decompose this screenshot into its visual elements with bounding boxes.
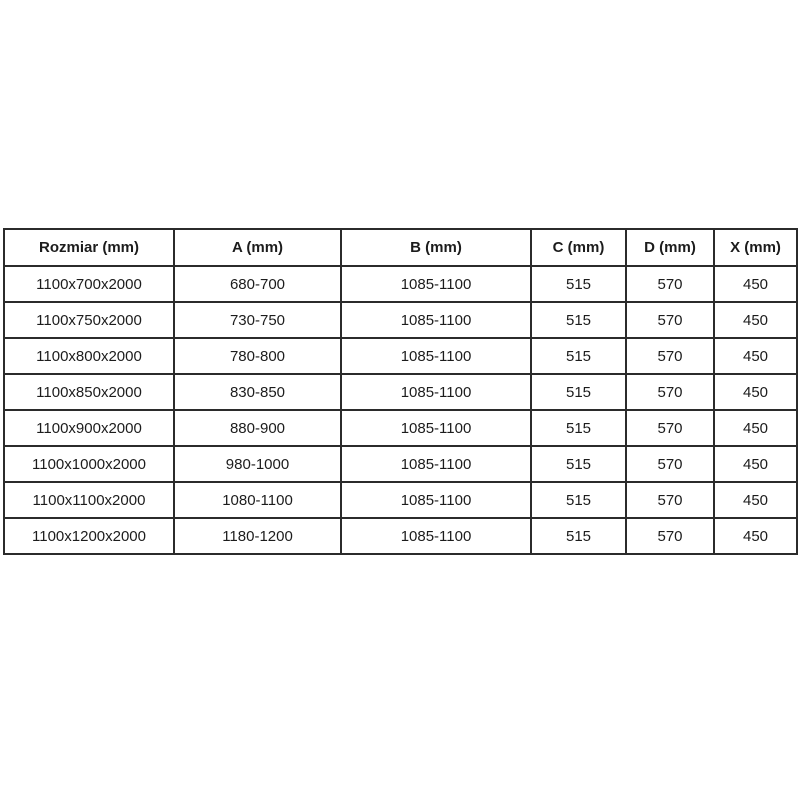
table-row: 1100x700x2000 680-700 1085-1100 515 570 … [3,265,798,303]
table-cell: 570 [625,517,715,555]
table-cell: 1100x1100x2000 [3,481,175,519]
table-row: 1100x850x2000 830-850 1085-1100 515 570 … [3,373,798,411]
table-cell: 450 [713,373,798,411]
table-cell: 1085-1100 [340,301,532,339]
table-cell: 570 [625,373,715,411]
column-header-x: X (mm) [713,228,798,267]
table-cell: 450 [713,301,798,339]
table-cell: 1100x800x2000 [3,337,175,375]
column-header-b: B (mm) [340,228,532,267]
table-cell: 570 [625,481,715,519]
table-cell: 730-750 [173,301,342,339]
table-cell: 450 [713,517,798,555]
table-row: 1100x1200x2000 1180-1200 1085-1100 515 5… [3,517,798,555]
table-cell: 980-1000 [173,445,342,483]
table-row: 1100x1000x2000 980-1000 1085-1100 515 57… [3,445,798,483]
table-cell: 570 [625,265,715,303]
table-cell: 830-850 [173,373,342,411]
table-cell: 1100x700x2000 [3,265,175,303]
table-cell: 1085-1100 [340,517,532,555]
table-cell: 450 [713,445,798,483]
table-cell: 1100x1200x2000 [3,517,175,555]
table-cell: 515 [530,481,627,519]
table-row: 1100x1100x2000 1080-1100 1085-1100 515 5… [3,481,798,519]
table-cell: 515 [530,517,627,555]
table-cell: 1085-1100 [340,481,532,519]
table-cell: 570 [625,337,715,375]
column-header-rozmiar: Rozmiar (mm) [3,228,175,267]
table-cell: 515 [530,265,627,303]
column-header-c: C (mm) [530,228,627,267]
table-cell: 1085-1100 [340,445,532,483]
table-cell: 570 [625,445,715,483]
table-cell: 570 [625,301,715,339]
table-cell: 1180-1200 [173,517,342,555]
dimensions-table-container: Rozmiar (mm) A (mm) B (mm) C (mm) D (mm)… [3,228,798,555]
table-cell: 515 [530,373,627,411]
table-cell: 515 [530,301,627,339]
table-cell: 680-700 [173,265,342,303]
header-row: Rozmiar (mm) A (mm) B (mm) C (mm) D (mm)… [3,228,798,267]
table-row: 1100x900x2000 880-900 1085-1100 515 570 … [3,409,798,447]
table-cell: 450 [713,481,798,519]
column-header-d: D (mm) [625,228,715,267]
table-cell: 515 [530,409,627,447]
table-cell: 570 [625,409,715,447]
table-cell: 1100x850x2000 [3,373,175,411]
column-header-a: A (mm) [173,228,342,267]
table-body: 1100x700x2000 680-700 1085-1100 515 570 … [3,265,798,555]
table-cell: 1085-1100 [340,337,532,375]
table-cell: 1100x1000x2000 [3,445,175,483]
table-cell: 1085-1100 [340,265,532,303]
dimensions-table: Rozmiar (mm) A (mm) B (mm) C (mm) D (mm)… [3,228,798,555]
table-cell: 1100x900x2000 [3,409,175,447]
table-cell: 1085-1100 [340,409,532,447]
table-header: Rozmiar (mm) A (mm) B (mm) C (mm) D (mm)… [3,228,798,267]
table-cell: 1080-1100 [173,481,342,519]
table-cell: 450 [713,265,798,303]
table-cell: 880-900 [173,409,342,447]
table-cell: 1085-1100 [340,373,532,411]
table-cell: 780-800 [173,337,342,375]
table-row: 1100x800x2000 780-800 1085-1100 515 570 … [3,337,798,375]
table-cell: 1100x750x2000 [3,301,175,339]
table-cell: 515 [530,445,627,483]
table-cell: 515 [530,337,627,375]
table-cell: 450 [713,409,798,447]
table-cell: 450 [713,337,798,375]
table-row: 1100x750x2000 730-750 1085-1100 515 570 … [3,301,798,339]
